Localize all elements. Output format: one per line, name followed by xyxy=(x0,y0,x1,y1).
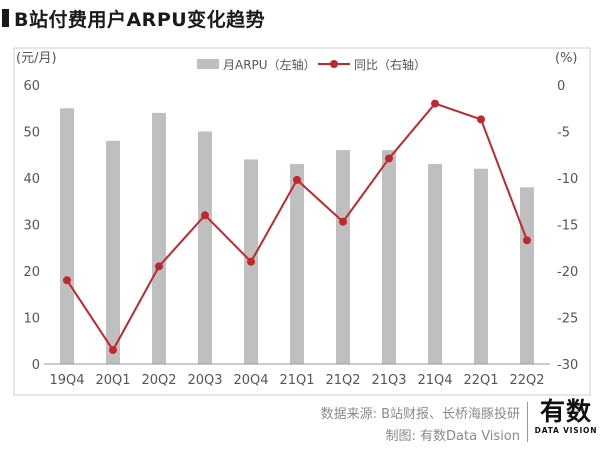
right-tick-label: 0 xyxy=(557,79,565,94)
bar xyxy=(198,131,212,364)
bar xyxy=(428,164,442,364)
right-tick-label: -25 xyxy=(557,312,578,327)
left-tick-label: 10 xyxy=(23,312,40,327)
bar xyxy=(520,187,534,364)
legend-line-label: 同比（右轴） xyxy=(354,57,426,72)
yoy-point xyxy=(201,211,209,220)
yoy-point xyxy=(477,115,485,124)
left-axis-label: (元/月) xyxy=(16,51,57,66)
x-tick-label: 20Q3 xyxy=(187,373,222,388)
bar xyxy=(106,140,120,364)
x-tick-label: 21Q1 xyxy=(279,373,314,388)
right-axis-label: (%) xyxy=(555,51,578,66)
chart-credit: 制图: 有数Data Vision xyxy=(385,429,520,444)
brand-logo: 有数 DATA VISION xyxy=(533,397,599,436)
yoy-point xyxy=(109,346,117,355)
right-tick-label: -10 xyxy=(557,172,578,187)
left-tick-label: 60 xyxy=(23,79,40,94)
yoy-point xyxy=(155,262,163,271)
yoy-point xyxy=(385,154,393,163)
yoy-point xyxy=(63,276,71,285)
right-tick-label: -20 xyxy=(557,265,578,280)
x-tick-label: 21Q3 xyxy=(371,373,406,388)
right-tick-label: -5 xyxy=(557,126,570,141)
x-tick-label: 20Q1 xyxy=(95,373,130,388)
chart-title: B站付费用户ARPU变化趋势 xyxy=(14,8,266,31)
right-tick-label: -15 xyxy=(557,219,578,234)
bar xyxy=(336,150,350,364)
legend-bar-swatch xyxy=(197,59,219,69)
left-tick-label: 0 xyxy=(32,358,40,373)
bar xyxy=(382,150,396,364)
bar xyxy=(290,164,304,364)
left-tick-label: 40 xyxy=(23,172,40,187)
chart: (元/月) (%)0102030405060-30-25-20-15-10-501… xyxy=(13,47,591,396)
yoy-point xyxy=(293,175,301,184)
legend-line-marker xyxy=(330,60,338,68)
source-note: 数据来源: B站财报、长桥海豚投研 xyxy=(320,407,520,422)
brand-divider xyxy=(527,402,528,442)
x-tick-label: 20Q4 xyxy=(233,373,268,388)
title-bar: B站付费用户ARPU变化趋势 xyxy=(0,4,265,32)
right-tick-label: -30 xyxy=(557,358,578,373)
left-tick-label: 50 xyxy=(23,126,40,141)
x-tick-label: 21Q4 xyxy=(417,373,452,388)
yoy-point xyxy=(431,99,439,108)
bar xyxy=(474,168,488,364)
legend-bar-label: 月ARPU（左轴） xyxy=(223,57,316,72)
left-tick-label: 20 xyxy=(23,265,40,280)
title-marker xyxy=(2,9,9,27)
brand-logo-subtext: DATA VISION xyxy=(534,426,598,435)
x-tick-label: 19Q4 xyxy=(49,373,84,388)
brand-logo-text: 有数 xyxy=(539,397,592,426)
x-tick-label: 22Q2 xyxy=(509,373,544,388)
yoy-point xyxy=(339,217,347,226)
yoy-point xyxy=(247,257,255,266)
plot-frame xyxy=(13,47,591,396)
bar xyxy=(60,108,74,364)
bar xyxy=(152,112,166,365)
left-tick-label: 30 xyxy=(23,219,40,234)
x-tick-label: 22Q1 xyxy=(463,373,498,388)
x-tick-label: 20Q2 xyxy=(141,373,176,388)
x-tick-label: 21Q2 xyxy=(325,373,360,388)
yoy-point xyxy=(523,236,531,245)
